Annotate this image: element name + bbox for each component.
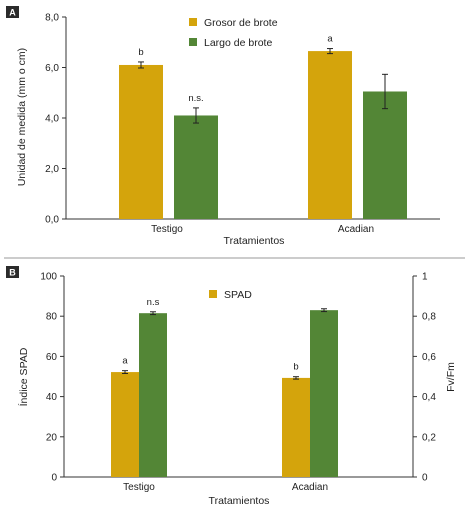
y2-tick-label: 0,8 (422, 312, 436, 323)
x-tick-label: Testigo (123, 482, 155, 493)
significance-label: a (122, 356, 128, 367)
bar (111, 372, 139, 477)
y2-tick-label: 0,4 (422, 392, 436, 403)
panel-b-badge (6, 266, 19, 278)
panel-b-letter: B (9, 268, 16, 278)
panel-a-legend: Grosor de brote Largo de brote (189, 17, 278, 49)
legend-label: SPAD (224, 289, 252, 301)
panel-b-bars: a b n.s (111, 297, 338, 477)
panel-a-badge (6, 6, 19, 18)
y-tick-label: 6,0 (45, 63, 59, 74)
bar (119, 64, 163, 219)
panel-b-y-axis-title: Índice SPAD (17, 347, 30, 406)
bar (310, 310, 338, 477)
significance-label: b (293, 362, 298, 373)
legend-swatch (209, 290, 217, 298)
y-tick-label: 60 (46, 352, 58, 363)
y-tick-label: 100 (40, 272, 57, 283)
x-tick-label: Acadian (338, 224, 374, 235)
x-tick-label: Testigo (151, 224, 183, 235)
legend-swatch (189, 38, 197, 46)
y2-tick-label: 0 (422, 473, 428, 484)
panel-b-axes: 0 20 40 60 80 100 0 0,2 0,4 0,6 0,8 1 Testigo Acadian (40, 272, 436, 494)
y-tick-label: 80 (46, 312, 58, 323)
panel-a-letter: A (9, 8, 16, 18)
bar (308, 51, 352, 220)
significance-label: b (138, 47, 143, 58)
y-tick-label: 4,0 (45, 114, 59, 125)
y-tick-label: 8,0 (45, 13, 59, 24)
bar (363, 91, 407, 219)
y-tick-label: 40 (46, 392, 58, 403)
y2-tick-label: 0,2 (422, 432, 436, 443)
legend-label: Grosor de brote (204, 17, 278, 29)
legend-label: Largo de brote (204, 37, 272, 49)
y-tick-label: 2,0 (45, 164, 59, 175)
bar (139, 313, 167, 477)
panel-b-legend: SPAD (209, 289, 252, 301)
panel-b-x-axis-title: Tratamientos (209, 495, 270, 507)
significance-label: a (327, 34, 333, 45)
panel-a-y-axis-title: Unidad de medida (mm o cm) (16, 48, 28, 186)
significance-label: n.s. (188, 93, 203, 104)
y-tick-label: 20 (46, 432, 58, 443)
y-tick-label: 0,0 (45, 215, 59, 226)
panel-b-y2-axis-title: Fv/Fm (445, 362, 457, 392)
legend-swatch (189, 18, 197, 26)
panel-a-x-axis-title: Tratamientos (224, 235, 285, 247)
y2-tick-label: 1 (422, 272, 428, 283)
panel-a-axes: 0,0 2,0 4,0 6,0 8,0 Testigo Acadian (45, 13, 440, 235)
panel-a-bars: b a n.s. (119, 34, 407, 220)
significance-label: n.s (147, 297, 160, 308)
bar (174, 115, 218, 219)
panel-b: B 0 20 40 60 80 100 0 0,2 0,4 0,6 0,8 1 Testigo Acadi… (6, 266, 457, 507)
bar (282, 377, 310, 477)
y2-tick-label: 0,6 (422, 352, 436, 363)
x-tick-label: Acadian (292, 482, 328, 493)
panel-a: A 0,0 2,0 4,0 6,0 8,0 Testigo Acadian b a n.s. G… (6, 6, 440, 247)
y-tick-label: 0 (51, 473, 57, 484)
